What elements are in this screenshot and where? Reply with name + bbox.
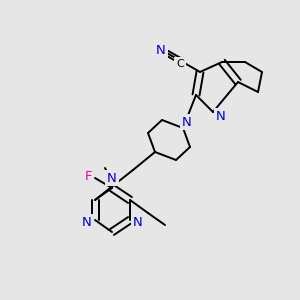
Text: N: N — [133, 215, 143, 229]
Text: N: N — [182, 116, 192, 128]
Text: N: N — [216, 110, 226, 122]
Text: N: N — [156, 44, 166, 56]
Text: N: N — [82, 215, 92, 229]
Text: F: F — [85, 169, 93, 182]
Text: C: C — [176, 59, 184, 69]
Text: N: N — [107, 172, 117, 184]
